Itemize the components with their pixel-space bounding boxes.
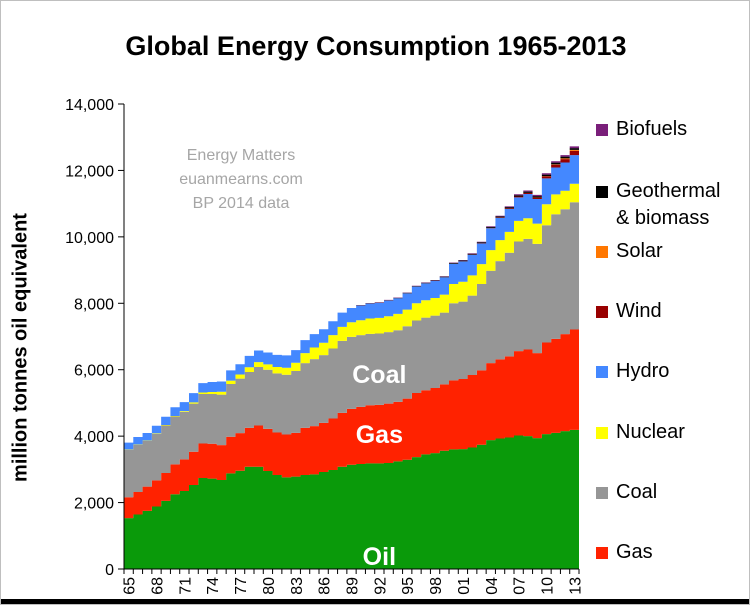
y-tick-label: 10,000 [65,230,114,247]
legend-swatch [596,427,608,439]
x-tick-label: 74 [205,577,222,595]
legend-label: Solar [616,240,663,262]
y-tick-label: 14,000 [65,97,114,114]
x-tick-label: 80 [261,577,278,595]
x-tick-label: 86 [317,577,334,595]
y-tick-label: 4,000 [74,429,114,446]
legend-swatch [596,246,608,258]
legend-swatch [596,124,608,136]
y-tick-label: 12,000 [65,163,114,180]
watermark-line-1: Energy Matters [186,147,296,164]
x-tick-label: 13 [567,577,584,595]
area-gas [124,329,579,519]
x-tick-label: 65 [122,577,139,595]
legend-label: Gas [616,541,653,563]
watermark-text: Energy Matters euanmearns.com BP 2014 da… [161,144,321,216]
legend-label: Hydro [616,360,670,382]
y-tick-label: 6,000 [74,363,114,380]
legend-label: Nuclear [616,421,685,443]
y-tick-label: 2,000 [74,496,114,513]
watermark-line-2: euanmearns.com [179,171,303,188]
x-tick-label: 98 [428,577,445,595]
y-tick-label: 0 [105,562,114,579]
x-tick-label: 92 [372,577,389,595]
x-tick-label: 77 [233,577,250,595]
area-oil [124,429,579,569]
x-tick-label: 83 [289,577,306,595]
x-tick-label: 04 [484,577,501,595]
legend-label: Geothermal & biomass [616,180,721,229]
x-tick-label: 07 [512,577,529,595]
legend-swatch [596,186,608,198]
area-hydro [124,155,579,450]
area-coal [124,202,579,498]
x-tick-label: 95 [400,577,417,595]
legend-swatch [596,306,608,318]
legend-label: Biofuels [616,118,688,140]
y-tick-label: 8,000 [74,296,114,313]
legend-swatch [596,547,608,559]
series-label-gas: Gas [356,421,403,449]
x-tick-label: 01 [456,577,473,595]
chart-title: Global Energy Consumption 1965-2013 [125,31,627,61]
series-label-coal: Coal [352,361,406,389]
legend-label: Coal [616,481,658,503]
series-label-oil: Oil [363,543,396,571]
legend-swatch [596,487,608,499]
watermark-line-3: BP 2014 data [192,195,290,212]
x-tick-label: 68 [150,577,167,595]
x-tick-label: 10 [540,577,557,595]
legend-swatch [596,366,608,378]
legend-label: Wind [616,300,662,322]
x-tick-label: 71 [177,577,194,595]
x-tick-label: 89 [345,577,362,595]
bottom-border-bar [1,599,749,604]
